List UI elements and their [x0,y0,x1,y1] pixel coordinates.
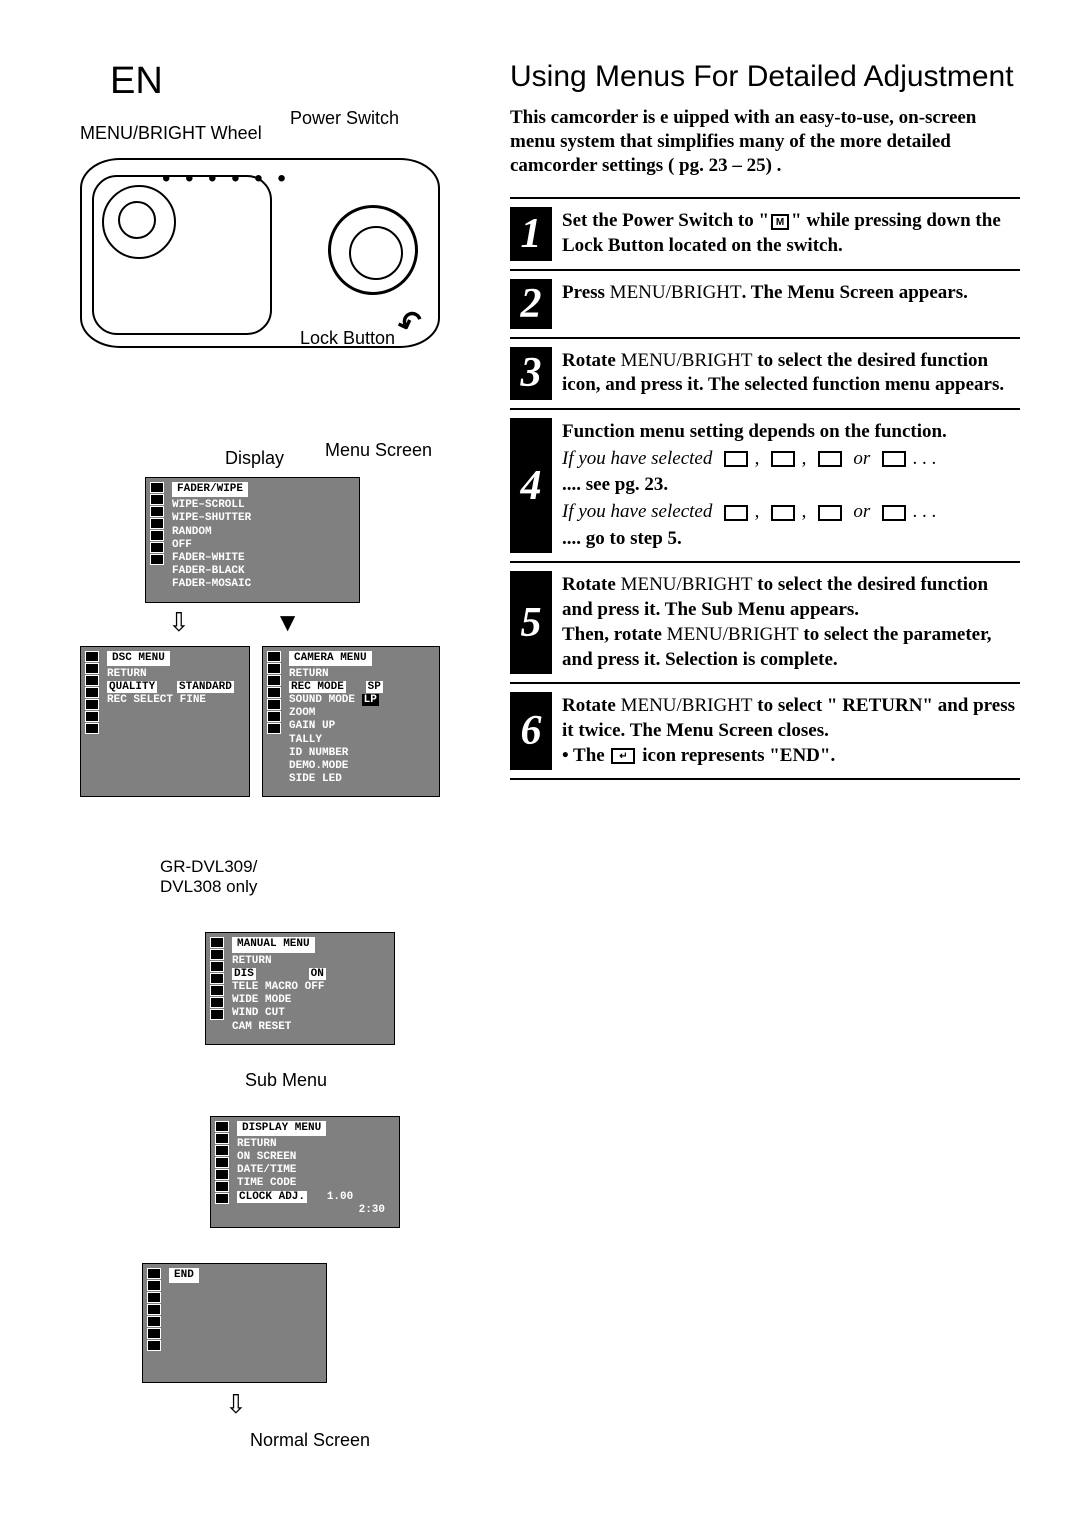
dsc-panel: DSC MENU RETURN QUALITY STANDARD REC SEL… [80,646,250,798]
panel-row: WIPE–SHUTTER [172,512,353,525]
panel-title: DISPLAY MENU [237,1121,326,1136]
step-6: 6 Rotate MENU/BRIGHT to select " RETURN"… [510,684,1020,780]
step-3: 3 Rotate MENU/BRIGHT to select the desir… [510,339,1020,410]
label-wheel: MENU/BRIGHT Wheel [80,123,262,144]
label-submenu: Sub Menu [245,1070,480,1091]
menu-icon [818,505,842,521]
menu-icon [724,505,748,521]
panel-row: RANDOM [172,526,353,539]
down-arrow-solid-icon: ▼ [275,607,301,638]
panel-title: FADER/WIPE [172,482,248,497]
step-number: 4 [510,418,552,553]
end-panel: END [142,1263,327,1383]
panel-row: FADER–MOSAIC [172,578,353,591]
step-number: 6 [510,692,552,770]
section-title: Using Menus For Detailed Adjustment [510,60,1020,94]
step-5: 5 Rotate MENU/BRIGHT to select the desir… [510,563,1020,684]
camcorder-diagram: • • • • • • ↶ [80,158,440,348]
panel-row: FADER–WHITE [172,552,353,565]
label-normal: Normal Screen [140,1430,480,1451]
menu-icon [771,451,795,467]
step-number: 1 [510,207,552,260]
step-2: 2 Press MENU/BRIGHT. The Menu Screen app… [510,271,1020,339]
step-number: 2 [510,279,552,329]
label-lock: Lock Button [300,328,395,349]
intro-text: This camcorder is e uipped with an easy-… [510,106,1020,177]
step-4: 4 Function menu setting depends on the f… [510,410,1020,563]
menu-icon [771,505,795,521]
panel-title: MANUAL MENU [232,937,315,952]
model-note: GR-DVL309/ DVL308 only [160,857,480,897]
diagram-labels: MENU/BRIGHT Wheel Power Switch [80,113,480,153]
label-power: Power Switch [290,108,399,129]
down-arrow-icon: ⇩ [168,607,190,638]
manual-panel: MANUAL MENU RETURN DIS ON TELE MACRO OFF… [205,932,395,1044]
menu-icon [818,451,842,467]
panel-row: FADER–BLACK [172,565,353,578]
menu-icon [882,505,906,521]
menu-icon [882,451,906,467]
step-number: 3 [510,347,552,400]
down-arrow-icon: ⇩ [225,1389,480,1420]
return-icon: ↵ [611,748,635,764]
label-menuscreen: Menu Screen [325,440,432,461]
fader-panel: FADER/WIPE WIPE–SCROLL WIPE–SHUTTER RAND… [145,477,360,603]
panel-row: WIPE–SCROLL [172,499,353,512]
display-panel: DISPLAY MENU RETURN ON SCREEN DATE/TIME … [210,1116,400,1228]
lang-code: EN [110,60,480,103]
panel-title: DSC MENU [107,651,170,666]
panel-row: OFF [172,539,353,552]
menu-icon [724,451,748,467]
panel-title: CAMERA MENU [289,651,372,666]
step-number: 5 [510,571,552,674]
panel-title: END [169,1268,199,1283]
step-1: 1 Set the Power Switch to "M" while pres… [510,197,1020,270]
camera-panel: CAMERA MENU RETURN REC MODE SP SOUND MOD… [262,646,440,798]
power-dial [328,205,418,295]
m-icon: M [771,214,789,230]
